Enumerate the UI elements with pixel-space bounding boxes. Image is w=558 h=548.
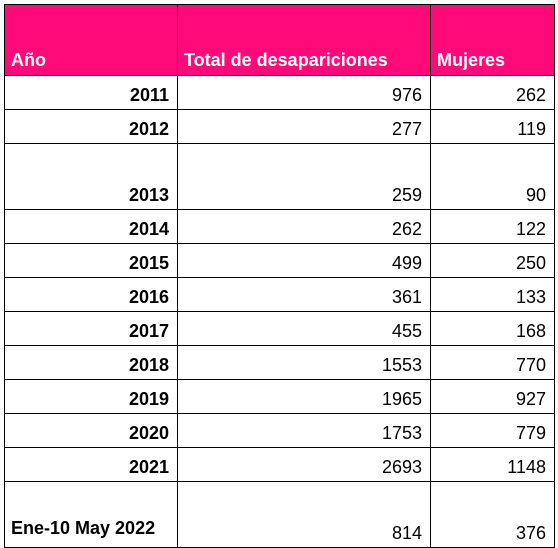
total-cell: 1753 <box>177 413 431 448</box>
table-row: 2018 1553 770 <box>4 345 555 380</box>
total-cell: 976 <box>177 75 431 110</box>
women-cell: 90 <box>430 143 555 210</box>
table-row: 2013 259 90 <box>4 143 555 210</box>
table-row: 2017 455 168 <box>4 311 555 346</box>
total-cell: 1553 <box>177 345 431 380</box>
table-row: Ene-10 May 2022 814 376 <box>4 481 555 548</box>
women-cell: 133 <box>430 277 555 312</box>
table-row: 2020 1753 779 <box>4 413 555 448</box>
year-cell: Ene-10 May 2022 <box>4 481 178 548</box>
year-cell: 2020 <box>4 413 178 448</box>
header-total-disappearances: Total de desapariciones <box>177 4 431 76</box>
total-cell: 262 <box>177 209 431 244</box>
year-cell: 2013 <box>4 143 178 210</box>
year-cell: 2021 <box>4 447 178 482</box>
table-row: 2012 277 119 <box>4 109 555 144</box>
header-row: Año Total de desapariciones Mujeres <box>4 4 555 76</box>
table-row: 2019 1965 927 <box>4 379 555 414</box>
table-row: 2014 262 122 <box>4 209 555 244</box>
header-women: Mujeres <box>430 4 555 76</box>
women-cell: 122 <box>430 209 555 244</box>
year-cell: 2018 <box>4 345 178 380</box>
year-cell: 2019 <box>4 379 178 414</box>
total-cell: 259 <box>177 143 431 210</box>
women-cell: 119 <box>430 109 555 144</box>
total-cell: 361 <box>177 277 431 312</box>
women-cell: 779 <box>430 413 555 448</box>
disappearances-table: Año Total de desapariciones Mujeres 2011… <box>4 4 555 548</box>
women-cell: 262 <box>430 75 555 110</box>
table-row: 2011 976 262 <box>4 75 555 110</box>
table-row: 2021 2693 1148 <box>4 447 555 482</box>
year-cell: 2011 <box>4 75 178 110</box>
year-cell: 2015 <box>4 243 178 278</box>
year-cell: 2014 <box>4 209 178 244</box>
women-cell: 250 <box>430 243 555 278</box>
table-row: 2016 361 133 <box>4 277 555 312</box>
total-cell: 499 <box>177 243 431 278</box>
women-cell: 168 <box>430 311 555 346</box>
total-cell: 277 <box>177 109 431 144</box>
year-cell: 2012 <box>4 109 178 144</box>
total-cell: 2693 <box>177 447 431 482</box>
total-cell: 455 <box>177 311 431 346</box>
women-cell: 1148 <box>430 447 555 482</box>
year-cell: 2016 <box>4 277 178 312</box>
total-cell: 814 <box>177 481 431 548</box>
table-row: 2015 499 250 <box>4 243 555 278</box>
total-cell: 1965 <box>177 379 431 414</box>
women-cell: 770 <box>430 345 555 380</box>
women-cell: 927 <box>430 379 555 414</box>
header-year: Año <box>4 4 178 76</box>
year-cell: 2017 <box>4 311 178 346</box>
